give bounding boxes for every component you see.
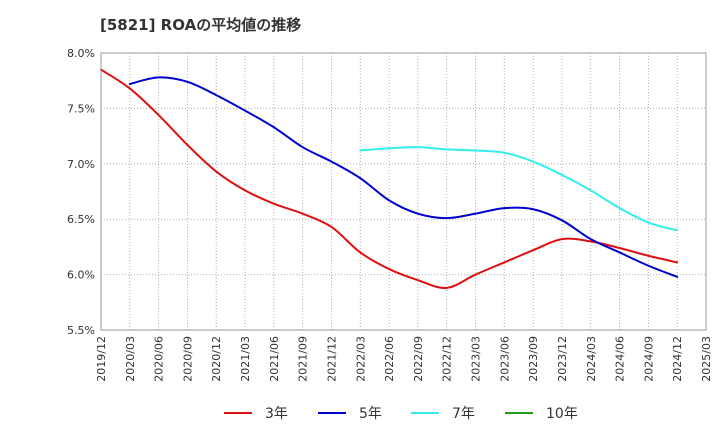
legend: 3年 5年 7年 10年	[224, 406, 578, 422]
x-tick-label: 2024/06	[614, 336, 627, 382]
y-tick-label: 7.5%	[67, 102, 95, 115]
x-tick-label: 2025/03	[700, 336, 713, 382]
y-tick-label: 6.5%	[67, 213, 95, 226]
x-tick-label: 2022/03	[354, 336, 367, 382]
x-tick-label: 2020/06	[153, 336, 166, 382]
x-tick-label: 2023/06	[498, 336, 511, 382]
x-axis-ticks: 2019/12 2020/03 2020/06 2020/09 2020/12 2021/…	[95, 336, 713, 382]
series-line-2	[128, 76, 679, 278]
x-tick-label: 2021/09	[297, 336, 310, 382]
y-tick-label: 7.0%	[67, 158, 95, 171]
x-tick-label: 2020/09	[181, 336, 194, 382]
y-tick-label: 8.0%	[67, 47, 95, 60]
x-tick-label: 2022/09	[412, 336, 425, 382]
x-tick-label: 2022/12	[441, 336, 454, 382]
legend-label-1: 3年	[265, 406, 288, 422]
x-tick-label: 2024/03	[585, 336, 598, 382]
x-tick-label: 2019/12	[95, 336, 108, 382]
series-line-3	[359, 146, 679, 232]
x-tick-label: 2023/12	[556, 336, 569, 382]
legend-label-4: 10年	[546, 406, 578, 422]
y-axis-ticks: 5.5% 6.0% 6.5% 7.0% 7.5% 8.0%	[67, 47, 95, 337]
legend-label-3: 7年	[452, 406, 475, 422]
x-tick-label: 2020/12	[210, 336, 223, 382]
y-tick-label: 5.5%	[67, 324, 95, 337]
series-line-1	[100, 68, 679, 289]
x-tick-label: 2024/09	[642, 336, 655, 382]
x-tick-label: 2020/03	[124, 336, 137, 382]
plot-frame	[100, 52, 707, 331]
legend-label-2: 5年	[359, 406, 382, 422]
x-tick-label: 2023/09	[527, 336, 540, 382]
x-tick-label: 2022/06	[383, 336, 396, 382]
grid	[101, 53, 706, 330]
x-tick-label: 2021/06	[268, 336, 281, 382]
series-lines	[100, 68, 679, 289]
y-tick-label: 6.0%	[67, 269, 95, 282]
x-tick-label: 2021/12	[325, 336, 338, 382]
x-tick-label: 2021/03	[239, 336, 252, 382]
x-tick-label: 2024/12	[671, 336, 684, 382]
chart-title: [5821] ROAの平均値の推移	[100, 16, 301, 34]
x-tick-label: 2023/03	[470, 336, 483, 382]
